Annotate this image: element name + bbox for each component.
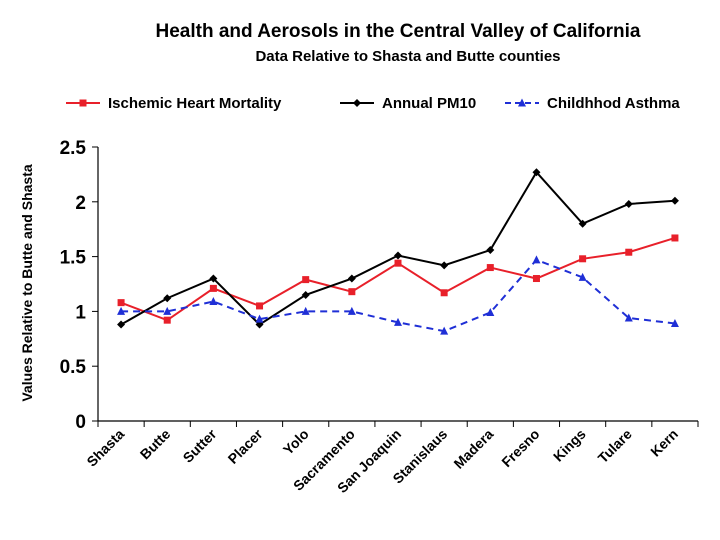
data-point-annual-pm10-kings (578, 219, 587, 228)
data-point-childhhod-asthma-madera (486, 307, 495, 316)
legend-item-ischemic-heart-mortality: Ischemic Heart Mortality (66, 95, 282, 112)
data-point-annual-pm10-madera (486, 246, 495, 255)
y-tick-label: 0 (75, 412, 86, 433)
data-point-annual-pm10-sutter (209, 274, 218, 283)
series-line-annual-pm10 (120, 170, 675, 326)
data-point-annual-pm10-kern (670, 196, 679, 205)
x-tick-label-yolo: Yolo (280, 426, 312, 458)
y-tick-label: 1.5 (60, 248, 87, 269)
data-point-childhhod-asthma-fresno (532, 255, 541, 264)
legend-swatch-marker (79, 99, 87, 107)
legend-label: Childhhod Asthma (547, 95, 680, 112)
data-point-ischemic-heart-mortality-shasta (117, 299, 125, 307)
legend-swatch-marker (518, 98, 526, 107)
data-point-ischemic-heart-mortality-kern (671, 234, 679, 242)
y-tick-label: 1 (75, 302, 86, 323)
data-point-ischemic-heart-mortality-sutter (209, 284, 217, 292)
data-point-childhhod-asthma-sacramento (347, 306, 356, 315)
y-tick-label: 2.5 (60, 138, 87, 159)
legend-label: Ischemic Heart Mortality (108, 95, 282, 112)
data-point-childhhod-asthma-placer (255, 314, 264, 323)
data-point-childhhod-asthma-kern (670, 318, 679, 327)
data-point-ischemic-heart-mortality-placer (256, 302, 264, 310)
data-point-annual-pm10-yolo (301, 290, 310, 299)
legend: Ischemic Heart Mortality Annual PM10 Child… (66, 95, 680, 112)
data-point-annual-pm10-sacramento (347, 274, 356, 283)
x-tick-label-tulare: Tulare (595, 426, 635, 466)
x-tick-label-madera: Madera (450, 426, 496, 472)
data-point-ischemic-heart-mortality-sacramento (348, 288, 356, 296)
data-point-annual-pm10-butte (163, 294, 172, 303)
x-tick-label-kern: Kern (647, 426, 681, 460)
series-childhhod-asthma (117, 255, 679, 335)
data-point-childhhod-asthma-yolo (301, 306, 310, 315)
series-annual-pm10 (117, 168, 679, 329)
y-axis-label: Values Relative to Butte and Shasta (19, 164, 35, 402)
chart-subtitle: Data Relative to Shasta and Butte counti… (255, 48, 560, 65)
data-point-annual-pm10-san-joaquin (394, 251, 402, 260)
data-point-ischemic-heart-mortality-madera (486, 264, 494, 272)
data-point-ischemic-heart-mortality-butte (163, 316, 171, 324)
x-ticks: Shasta Butte Sutter Placer YoloSacramentoSan… (83, 421, 699, 496)
series-group (117, 168, 679, 335)
legend-item-childhhod-asthma: Childhhod Asthma (505, 95, 680, 112)
data-point-childhhod-asthma-san-joaquin (394, 317, 402, 326)
y-tick-label: 0.5 (60, 357, 87, 378)
legend-swatch-marker (353, 99, 361, 107)
data-point-childhhod-asthma-butte (163, 306, 172, 315)
x-tick-label-placer: Placer (225, 425, 266, 466)
x-tick-label-kings: Kings (550, 426, 589, 465)
legend-item-annual-pm10: Annual PM10 (340, 95, 476, 112)
data-point-childhhod-asthma-kings (578, 272, 587, 281)
data-point-ischemic-heart-mortality-yolo (302, 276, 310, 284)
data-point-childhhod-asthma-tulare (624, 313, 633, 322)
chart-title: Health and Aerosols in the Central Valle… (156, 21, 641, 42)
y-ticks: 0 0.5 1 1.5 2 2.5 (60, 138, 98, 433)
data-point-ischemic-heart-mortality-san-joaquin (394, 259, 402, 267)
data-point-childhhod-asthma-stanislaus (440, 326, 449, 335)
data-point-annual-pm10-tulare (624, 199, 633, 208)
data-point-childhhod-asthma-sutter (209, 297, 218, 306)
data-point-ischemic-heart-mortality-stanislaus (440, 289, 448, 297)
series-line-ischemic-heart-mortality (120, 237, 676, 322)
axes (97, 147, 698, 422)
series-ischemic-heart-mortality (117, 234, 679, 324)
data-point-ischemic-heart-mortality-fresno (532, 275, 540, 283)
y-tick-label: 2 (75, 193, 86, 214)
data-point-ischemic-heart-mortality-kings (579, 255, 587, 263)
x-tick-label-shasta: Shasta (83, 426, 127, 470)
x-tick-label-fresno: Fresno (498, 426, 542, 470)
data-point-childhhod-asthma-shasta (117, 306, 126, 315)
data-point-ischemic-heart-mortality-tulare (625, 248, 633, 256)
data-point-annual-pm10-fresno (532, 168, 541, 177)
x-tick-label-sutter: Sutter (180, 425, 220, 465)
data-point-annual-pm10-stanislaus (440, 261, 449, 270)
legend-label: Annual PM10 (382, 95, 476, 112)
data-point-annual-pm10-shasta (117, 320, 126, 329)
x-tick-label-butte: Butte (137, 426, 174, 463)
